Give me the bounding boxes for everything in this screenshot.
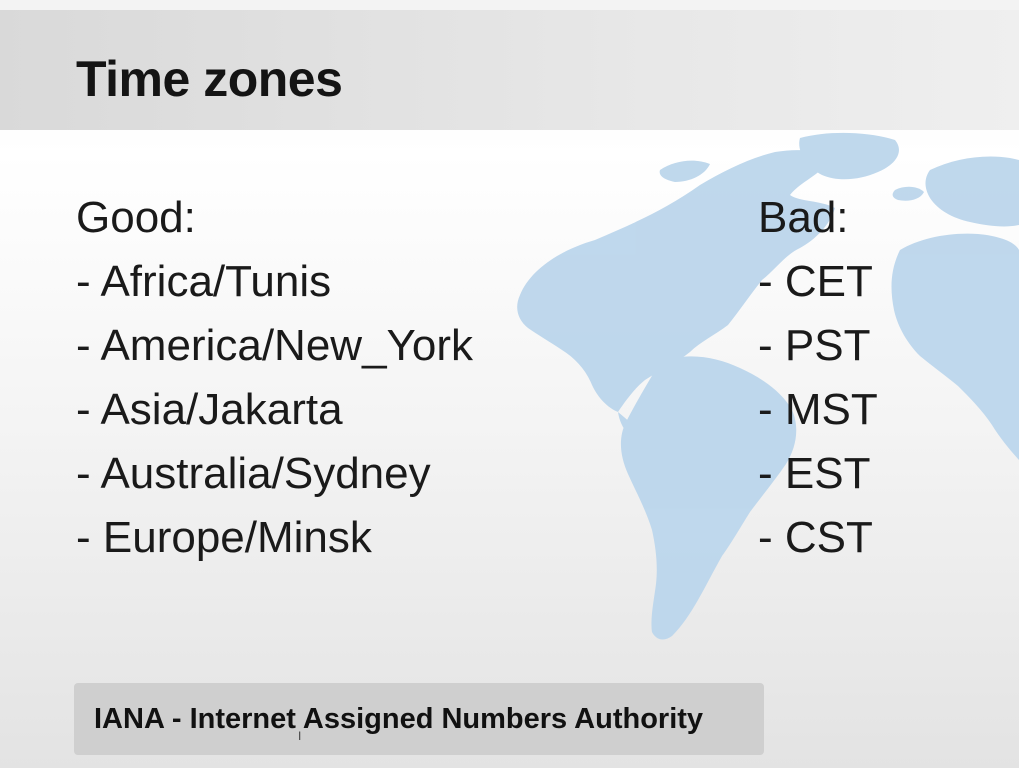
good-timezones-list: Good: - Africa/Tunis - America/New_York …: [76, 186, 473, 570]
iceland-shape: [892, 186, 924, 201]
canada-islands-shape: [659, 160, 710, 182]
good-item: - Europe/Minsk: [76, 513, 372, 562]
title-bar: Time zones: [0, 10, 1019, 130]
bad-item: - MST: [758, 385, 878, 434]
good-item: - Africa/Tunis: [76, 257, 332, 306]
bad-heading: Bad:: [758, 193, 849, 242]
world-map-illustration: [517, 132, 1019, 640]
north-america-shape: [517, 150, 835, 412]
good-heading: Good:: [76, 193, 196, 242]
greenland-shape: [799, 132, 899, 180]
footer-text: IANA - Internet Assigned Numbers Authori…: [94, 703, 704, 735]
bad-item: - PST: [758, 321, 871, 370]
good-item: - Asia/Jakarta: [76, 385, 343, 434]
africa-europe-shape: [891, 233, 1019, 460]
slide-title: Time zones: [76, 51, 343, 107]
bad-timezones-list: Bad: - CET - PST - MST - EST - CST: [758, 186, 878, 570]
bad-item: - CST: [758, 513, 873, 562]
europe-shape: [925, 156, 1019, 227]
bad-item: - CET: [758, 257, 873, 306]
good-item: - Australia/Sydney: [76, 449, 431, 498]
south-america-shape: [620, 356, 797, 640]
text-cursor-icon: I: [298, 729, 302, 743]
footer-note: IANA - Internet Assigned Numbers Authori…: [74, 683, 764, 755]
bad-item: - EST: [758, 449, 871, 498]
top-strip: [0, 0, 1019, 10]
good-item: - America/New_York: [76, 321, 473, 370]
